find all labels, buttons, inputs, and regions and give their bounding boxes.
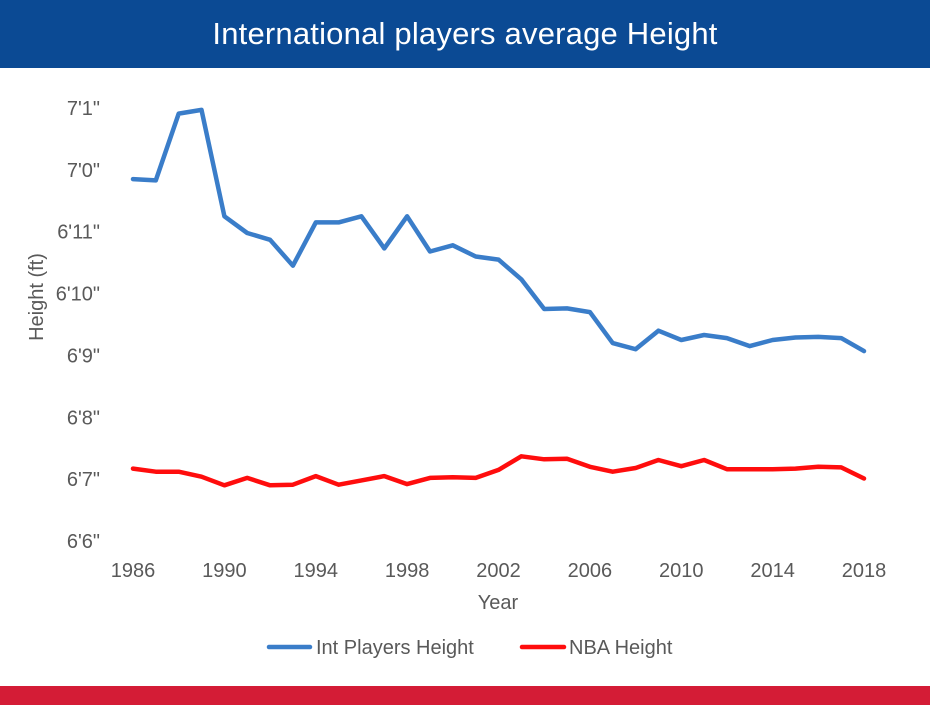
x-axis-title: Year [478,592,519,614]
y-tick-label: 6'9" [67,345,100,367]
legend-label: Int Players Height [316,637,474,659]
x-tick-label: 2014 [750,560,795,582]
legend-item: Int Players Height [266,637,474,659]
x-tick-label: 1994 [294,560,339,582]
x-tick-label: 1998 [385,560,430,582]
legend-label: NBA Height [569,637,673,659]
x-tick-label: 2002 [476,560,521,582]
y-tick-label: 6'11" [57,222,100,244]
x-tick-label: 1990 [202,560,247,582]
title-bar: International players average Height [0,0,930,68]
y-tick-label: 6'6" [67,531,100,553]
x-tick-label: 2006 [568,560,613,582]
y-tick-label: 7'1" [67,98,100,120]
legend-item: NBA Height [519,637,673,659]
x-tick-label: 2010 [659,560,704,582]
y-axis-ticks: 6'6" 6'7" 6'8" 6'9" 6'10" 6'11" 7'0" 7'1" [56,98,100,553]
y-tick-label: 7'0" [67,160,100,182]
y-tick-label: 6'8" [67,407,100,429]
series-line-int-players-height [130,107,867,354]
series-line-nba-height [130,454,867,488]
x-tick-label: 2018 [842,560,887,582]
y-tick-label: 6'10" [56,284,100,306]
chart-title: International players average Height [212,16,718,51]
y-axis-title: Height (ft) [26,253,48,341]
y-tick-label: 6'7" [67,469,100,491]
legend: Int Players Height NBA Height [266,637,673,659]
x-tick-label: 1986 [111,560,156,582]
series-lines [130,107,867,488]
x-axis-ticks: 1986 1990 1994 1998 2002 2006 2010 2014 2018 [111,560,887,582]
bottom-accent-bar [0,686,930,705]
